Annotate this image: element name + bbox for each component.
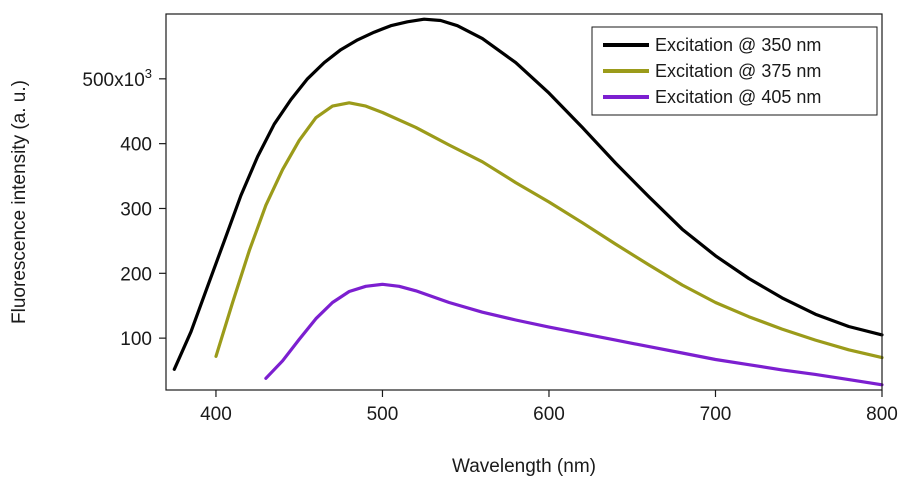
y-tick-label: 100 bbox=[120, 329, 152, 350]
x-tick-label: 800 bbox=[866, 404, 898, 425]
y-tick-label: 200 bbox=[120, 264, 152, 285]
x-tick-label: 500 bbox=[367, 404, 399, 425]
x-axis: 400 500 600 700 800 bbox=[200, 390, 898, 425]
series-layer bbox=[172, 17, 884, 387]
y-tick-label: 500x103 bbox=[82, 66, 152, 91]
legend-label-350: Excitation @ 350 nm bbox=[655, 35, 821, 55]
y-tick-label: 300 bbox=[120, 199, 152, 220]
x-axis-title: Wavelength (nm) bbox=[452, 456, 596, 477]
series-line-3 bbox=[264, 282, 884, 387]
y-axis: 100 200 300 400 500x103 bbox=[82, 66, 166, 350]
series-line-2 bbox=[214, 101, 884, 360]
x-tick-label: 400 bbox=[200, 404, 232, 425]
x-tick-label: 700 bbox=[700, 404, 732, 425]
series-line-1 bbox=[172, 17, 884, 371]
plot-frame bbox=[165, 13, 883, 391]
y-tick-label: 400 bbox=[120, 135, 152, 156]
x-tick-label: 600 bbox=[533, 404, 565, 425]
y-tick-exponent: 3 bbox=[145, 66, 152, 81]
y-axis-title: Fluorescence intensity (a. u.) bbox=[9, 80, 30, 324]
legend: Excitation @ 350 nm Excitation @ 375 nm … bbox=[591, 26, 878, 116]
legend-label-405: Excitation @ 405 nm bbox=[655, 87, 821, 107]
legend-label-375: Excitation @ 375 nm bbox=[655, 61, 821, 81]
